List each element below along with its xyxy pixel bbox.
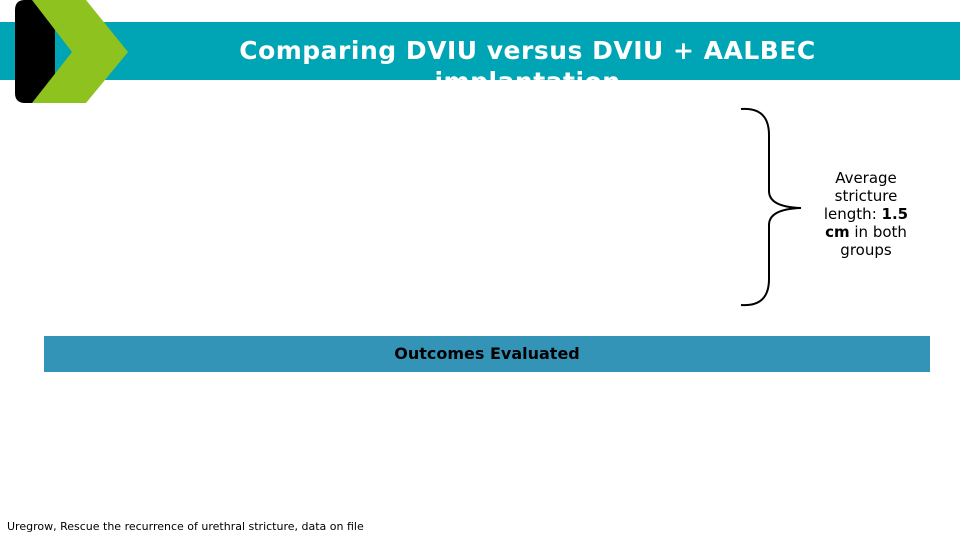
callout-text: in both groups: [840, 223, 907, 259]
header-bar: [0, 22, 960, 80]
title: Comparing DVIU versus DVIU + AALBEC impl…: [239, 36, 816, 96]
callout: Average stricture length: 1.5 cm in both…: [812, 169, 920, 259]
logo-chevron: [32, 0, 128, 103]
logo: [15, 0, 128, 103]
brace: [740, 107, 802, 307]
callout-bold: 1.5 cm: [825, 205, 909, 241]
section-title: Outcomes Evaluated: [394, 344, 580, 363]
callout-text: Average stricture length:: [823, 169, 898, 223]
section-bar: Outcomes Evaluated: [44, 336, 930, 372]
logo-back: [15, 0, 55, 103]
brace-path: [740, 107, 802, 307]
footer: Uregrow, Rescue the recurrence of urethr…: [7, 520, 364, 533]
